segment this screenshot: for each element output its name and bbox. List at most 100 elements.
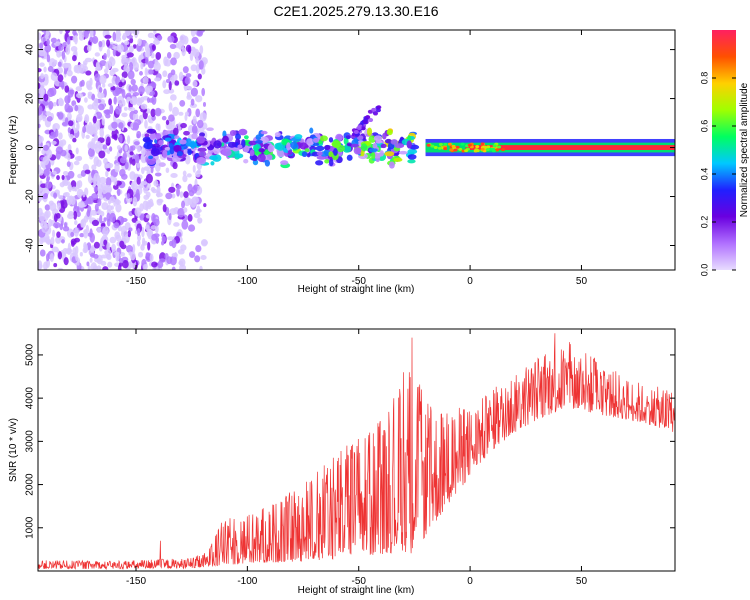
noise-cell <box>132 44 137 49</box>
noise-cell <box>42 155 50 166</box>
noise-cell <box>192 165 196 173</box>
noise-cell <box>50 72 58 81</box>
noise-cell <box>142 200 149 211</box>
echo-cell <box>174 142 181 147</box>
noise-cell <box>109 236 117 244</box>
noise-cell <box>61 174 65 181</box>
echo-cell <box>264 159 271 167</box>
noise-cell <box>94 257 101 263</box>
y-tick-label: -20 <box>25 189 36 204</box>
noise-cell <box>187 214 193 222</box>
noise-cell <box>173 51 180 60</box>
noise-cell <box>145 87 151 95</box>
echo-cell <box>343 137 349 145</box>
noise-cell <box>146 97 151 103</box>
echo-cell <box>148 155 154 160</box>
noise-cell <box>61 239 65 244</box>
noise-cell <box>76 92 84 99</box>
noise-cell <box>91 35 99 44</box>
noise-cell <box>106 254 112 261</box>
noise-cell <box>56 50 62 58</box>
noise-cell <box>105 170 109 178</box>
noise-cell <box>195 244 202 253</box>
noise-cell <box>84 169 91 174</box>
noise-cell <box>147 60 155 69</box>
noise-cell <box>121 76 125 83</box>
spectrogram-feature <box>142 127 420 169</box>
noise-cell <box>88 125 94 135</box>
noise-cell <box>38 67 42 73</box>
noise-cell <box>102 144 108 150</box>
noise-cell <box>181 220 189 230</box>
noise-cell <box>92 265 98 270</box>
echo-cell <box>286 142 291 151</box>
noise-cell <box>121 57 129 66</box>
snr-x-axis: -150 -100 -50 0 50 <box>126 329 587 587</box>
noise-cell <box>101 118 106 126</box>
echo-cell <box>324 159 330 164</box>
echo-cell <box>304 148 310 153</box>
y-tick-label: 5000 <box>25 343 36 366</box>
noise-cell <box>126 192 130 199</box>
noise-cell <box>195 170 201 178</box>
noise-cell <box>46 115 53 122</box>
noise-cell <box>116 145 122 150</box>
noise-cell <box>56 231 61 238</box>
noise-cell <box>127 106 136 112</box>
noise-cell <box>121 112 128 118</box>
noise-cell <box>154 224 159 234</box>
noise-cell <box>153 180 159 187</box>
spectrogram-y-label: Frequency (Hz) <box>8 116 19 185</box>
echo-cell <box>174 135 180 139</box>
noise-cell <box>93 97 99 107</box>
noise-cell <box>48 58 56 68</box>
noise-cell <box>188 189 195 197</box>
noise-cell <box>201 87 206 97</box>
noise-cell <box>102 266 109 270</box>
noise-cell <box>171 193 176 199</box>
noise-cell <box>114 88 122 95</box>
band-cell <box>464 149 469 153</box>
band-cell <box>443 142 448 146</box>
noise-cell <box>172 161 178 170</box>
noise-cell <box>129 37 134 44</box>
noise-cell <box>58 44 64 51</box>
noise-cell <box>144 119 148 129</box>
noise-cell <box>93 241 100 249</box>
noise-cell <box>115 105 122 115</box>
noise-cell <box>80 79 85 87</box>
noise-cell <box>96 159 102 167</box>
noise-cell <box>126 96 131 102</box>
noise-cell <box>98 176 107 185</box>
noise-cell <box>76 122 80 131</box>
noise-cell <box>50 131 57 137</box>
noise-cell <box>186 173 192 178</box>
noise-cell <box>38 144 42 152</box>
noise-cell <box>82 125 87 134</box>
noise-cell <box>127 70 135 80</box>
echo-cell <box>241 139 246 148</box>
noise-cell <box>42 144 50 151</box>
noise-cell <box>84 114 90 124</box>
noise-cell <box>183 191 189 199</box>
noise-cell <box>66 248 72 255</box>
noise-cell <box>116 188 121 197</box>
noise-cell <box>134 207 142 217</box>
echo-cell <box>248 140 257 146</box>
y-tick-label: 2000 <box>25 473 36 496</box>
noise-cell <box>91 193 99 201</box>
noise-cell <box>190 64 198 72</box>
noise-cell <box>63 69 67 75</box>
echo-cell <box>251 155 258 162</box>
noise-cell <box>144 133 150 138</box>
noise-cell <box>46 238 51 246</box>
echo-cell <box>315 145 325 152</box>
spectrogram-panel: -150 -100 -50 0 50 -40 -20 0 20 40 Height of str… <box>8 29 676 295</box>
echo-cell <box>146 156 157 165</box>
noise-cell <box>164 58 172 67</box>
noise-cell <box>72 137 77 143</box>
echo-cell <box>274 131 281 138</box>
noise-cell <box>191 48 197 56</box>
echo-cell <box>333 148 338 156</box>
noise-cell <box>53 263 58 268</box>
